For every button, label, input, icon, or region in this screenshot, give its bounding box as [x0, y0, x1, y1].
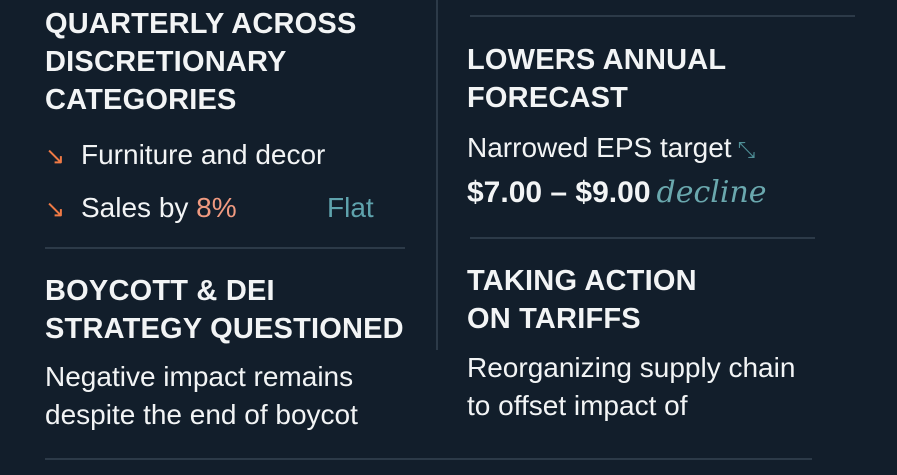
eps-label-text: Narrowed EPS target — [467, 132, 732, 163]
eps-label: Narrowed EPS target ⤡ — [467, 129, 755, 169]
body-line: Negative impact remains — [45, 361, 354, 392]
arrow-down-right-icon: ↘ — [45, 196, 66, 223]
section-heading-tariffs: TAKING ACTION ON TARIFFS — [467, 262, 697, 338]
vertical-divider — [436, 0, 438, 350]
flat-tag: Flat — [327, 192, 374, 223]
tariffs-body: Reorganizing supply chain to offset impa… — [467, 349, 795, 425]
boycott-body: Negative impact remains despite the end … — [45, 358, 358, 434]
heading-line: TAKING ACTION — [467, 265, 697, 297]
decline-note: decline — [656, 175, 767, 210]
heading-line: STRATEGY QUESTIONED — [45, 313, 404, 345]
section-heading-discretionary: QUARTERLY ACROSS DISCRETIONARY CATEGORIE… — [45, 5, 357, 119]
item-text: Furniture and decor — [81, 139, 326, 170]
heading-line: DISCRETIONARY — [45, 46, 287, 78]
trend-arrow-icon: ⤡ — [737, 137, 756, 162]
body-line: to offset impact of — [467, 390, 688, 421]
eps-range: $7.00 – $9.00 — [467, 176, 651, 209]
left-mid-divider — [45, 247, 405, 249]
heading-line: QUARTERLY ACROSS — [45, 8, 357, 40]
arrow-down-right-icon: ↘ — [45, 143, 66, 170]
heading-line: FORECAST — [467, 82, 629, 114]
top-right-divider — [470, 15, 855, 17]
body-line: Reorganizing supply chain — [467, 352, 796, 383]
bottom-divider — [45, 458, 812, 460]
heading-line: ON TARIFFS — [467, 303, 641, 335]
sales-percent: 8% — [196, 192, 237, 223]
heading-line: BOYCOTT & DEI — [45, 275, 275, 307]
item-sales: ↘ Sales by 8% — [45, 189, 237, 229]
body-line: despite the end of boycot — [45, 399, 358, 430]
section-heading-forecast: LOWERS ANNUAL FORECAST — [467, 41, 726, 117]
heading-line: CATEGORIES — [45, 84, 237, 116]
item-furniture: ↘ Furniture and decor — [45, 136, 325, 176]
item-text: Sales by — [81, 192, 197, 223]
right-mid-divider — [470, 237, 815, 239]
section-heading-boycott: BOYCOTT & DEI STRATEGY QUESTIONED — [45, 272, 404, 348]
heading-line: LOWERS ANNUAL — [467, 44, 727, 76]
eps-range-row: $7.00 – $9.00 decline — [467, 174, 767, 212]
